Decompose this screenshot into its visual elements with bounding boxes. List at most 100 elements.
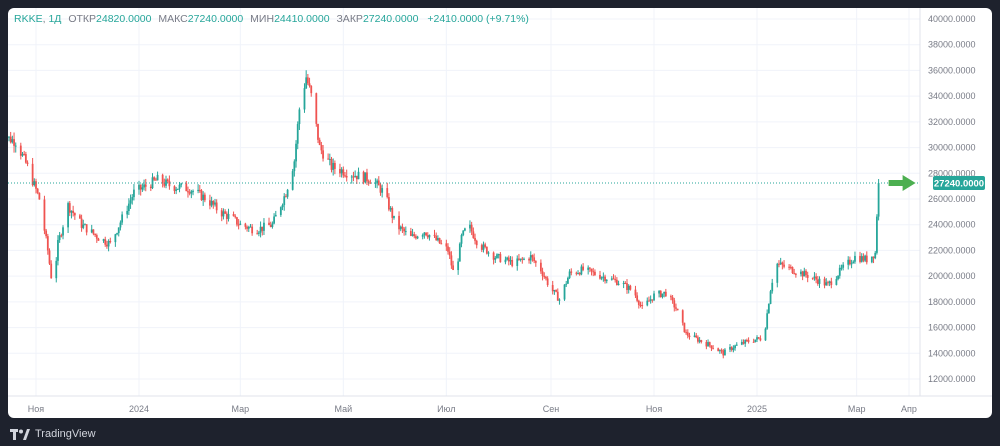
- brand-name[interactable]: TradingView: [35, 428, 96, 440]
- candle-body: [295, 143, 297, 162]
- candle-body: [629, 285, 632, 290]
- candle-body: [214, 202, 216, 205]
- candle-body: [482, 244, 485, 250]
- candle-body: [769, 291, 772, 304]
- candle-body: [823, 278, 826, 286]
- candle-body: [144, 184, 147, 187]
- candle-body: [504, 259, 507, 263]
- candle-body: [577, 273, 579, 275]
- candle-body: [519, 258, 522, 260]
- candle-body: [469, 224, 471, 229]
- candle-body: [24, 154, 27, 163]
- candle-body: [649, 299, 652, 301]
- candle-body: [173, 186, 176, 191]
- candle-body: [198, 189, 201, 191]
- candle-body: [376, 180, 378, 183]
- candle-body: [847, 259, 850, 265]
- tradingview-logo-icon[interactable]: [10, 428, 30, 440]
- candle-body: [801, 271, 804, 277]
- y-tick-label: 22000.0000: [928, 245, 976, 255]
- candle-body: [138, 184, 140, 190]
- symbol-name[interactable]: RKKE: [14, 13, 43, 25]
- chart-frame[interactable]: 40000.0000 38000.0000 36000.0000 34000.0000…: [8, 8, 992, 418]
- candle-body: [464, 228, 466, 231]
- candle-body: [778, 263, 780, 265]
- candle-body: [521, 258, 524, 260]
- candle-body: [303, 88, 306, 110]
- candle-body: [327, 158, 330, 160]
- candle-body: [729, 347, 731, 350]
- candle-body: [545, 276, 547, 279]
- candle-body: [11, 139, 14, 143]
- candle-body: [36, 188, 39, 193]
- candle-body: [317, 123, 319, 140]
- candle-body: [154, 179, 157, 181]
- candle-body: [496, 254, 498, 259]
- candle-body: [67, 203, 69, 228]
- candle-body: [403, 228, 406, 232]
- y-tick-label: 24000.0000: [928, 220, 976, 230]
- candle-body: [683, 322, 686, 333]
- price-axis[interactable]: 40000.0000 38000.0000 36000.0000 34000.0000…: [919, 8, 976, 396]
- candle-body: [563, 284, 566, 300]
- candle-body: [440, 243, 443, 245]
- candle-body: [330, 158, 333, 170]
- candle-body: [393, 215, 395, 218]
- y-tick-label: 30000.0000: [928, 143, 976, 153]
- candle-body: [438, 238, 441, 244]
- candle-body: [94, 233, 97, 236]
- candle-body: [57, 239, 59, 261]
- candle-body: [72, 210, 75, 214]
- candle-body: [639, 304, 642, 306]
- candle-body: [8, 136, 10, 138]
- candle-body: [416, 236, 419, 239]
- candle-body: [744, 340, 747, 344]
- candle-body: [296, 124, 299, 144]
- candle-body: [202, 194, 205, 201]
- candle-body: [388, 197, 390, 210]
- candle-body: [433, 234, 436, 236]
- candle-body: [153, 177, 156, 180]
- candle-body: [487, 252, 490, 254]
- candle-body: [70, 210, 73, 213]
- candle-body: [117, 227, 120, 234]
- candle-body: [860, 256, 863, 262]
- candle-body: [605, 279, 608, 282]
- candle-body: [837, 275, 839, 280]
- candle-body: [852, 261, 855, 264]
- candle-body: [350, 176, 353, 178]
- candle-body: [126, 210, 129, 215]
- candle-body: [45, 230, 48, 237]
- time-axis[interactable]: Ноя 2024 Мар Май Июл Сен Ноя 2025 Мар Апр: [8, 395, 992, 414]
- arrow-right-icon: [888, 175, 916, 192]
- candle-body: [257, 232, 260, 234]
- candle-body: [859, 255, 861, 262]
- candle-body: [415, 236, 417, 239]
- candle-body: [92, 229, 95, 234]
- candle-body: [872, 256, 875, 259]
- candle-body: [492, 252, 495, 260]
- x-tick-label: Мар: [848, 404, 866, 414]
- candle-body: [791, 266, 794, 274]
- candle-body: [425, 232, 427, 236]
- candle-body: [281, 205, 284, 208]
- candle-body: [133, 189, 135, 198]
- candle-body: [239, 223, 242, 225]
- candle-body: [58, 235, 61, 240]
- candle-body: [842, 264, 845, 268]
- candle-body: [533, 257, 536, 262]
- candle-body: [247, 226, 250, 229]
- candle-body: [617, 283, 620, 285]
- candle-body: [19, 145, 22, 156]
- candle-body: [222, 211, 225, 217]
- x-tick-label: Мар: [232, 404, 250, 414]
- chart-canvas[interactable]: 40000.0000 38000.0000 36000.0000 34000.0000…: [8, 8, 992, 418]
- x-tick-label: Ноя: [646, 404, 663, 414]
- interval-label[interactable]: 1Д: [48, 13, 62, 25]
- candle-body: [244, 223, 247, 227]
- separator: ,: [42, 13, 49, 25]
- candle-body: [285, 196, 287, 198]
- candle-body: [435, 235, 438, 241]
- y-tick-label: 32000.0000: [928, 117, 976, 127]
- candle-body: [225, 213, 228, 219]
